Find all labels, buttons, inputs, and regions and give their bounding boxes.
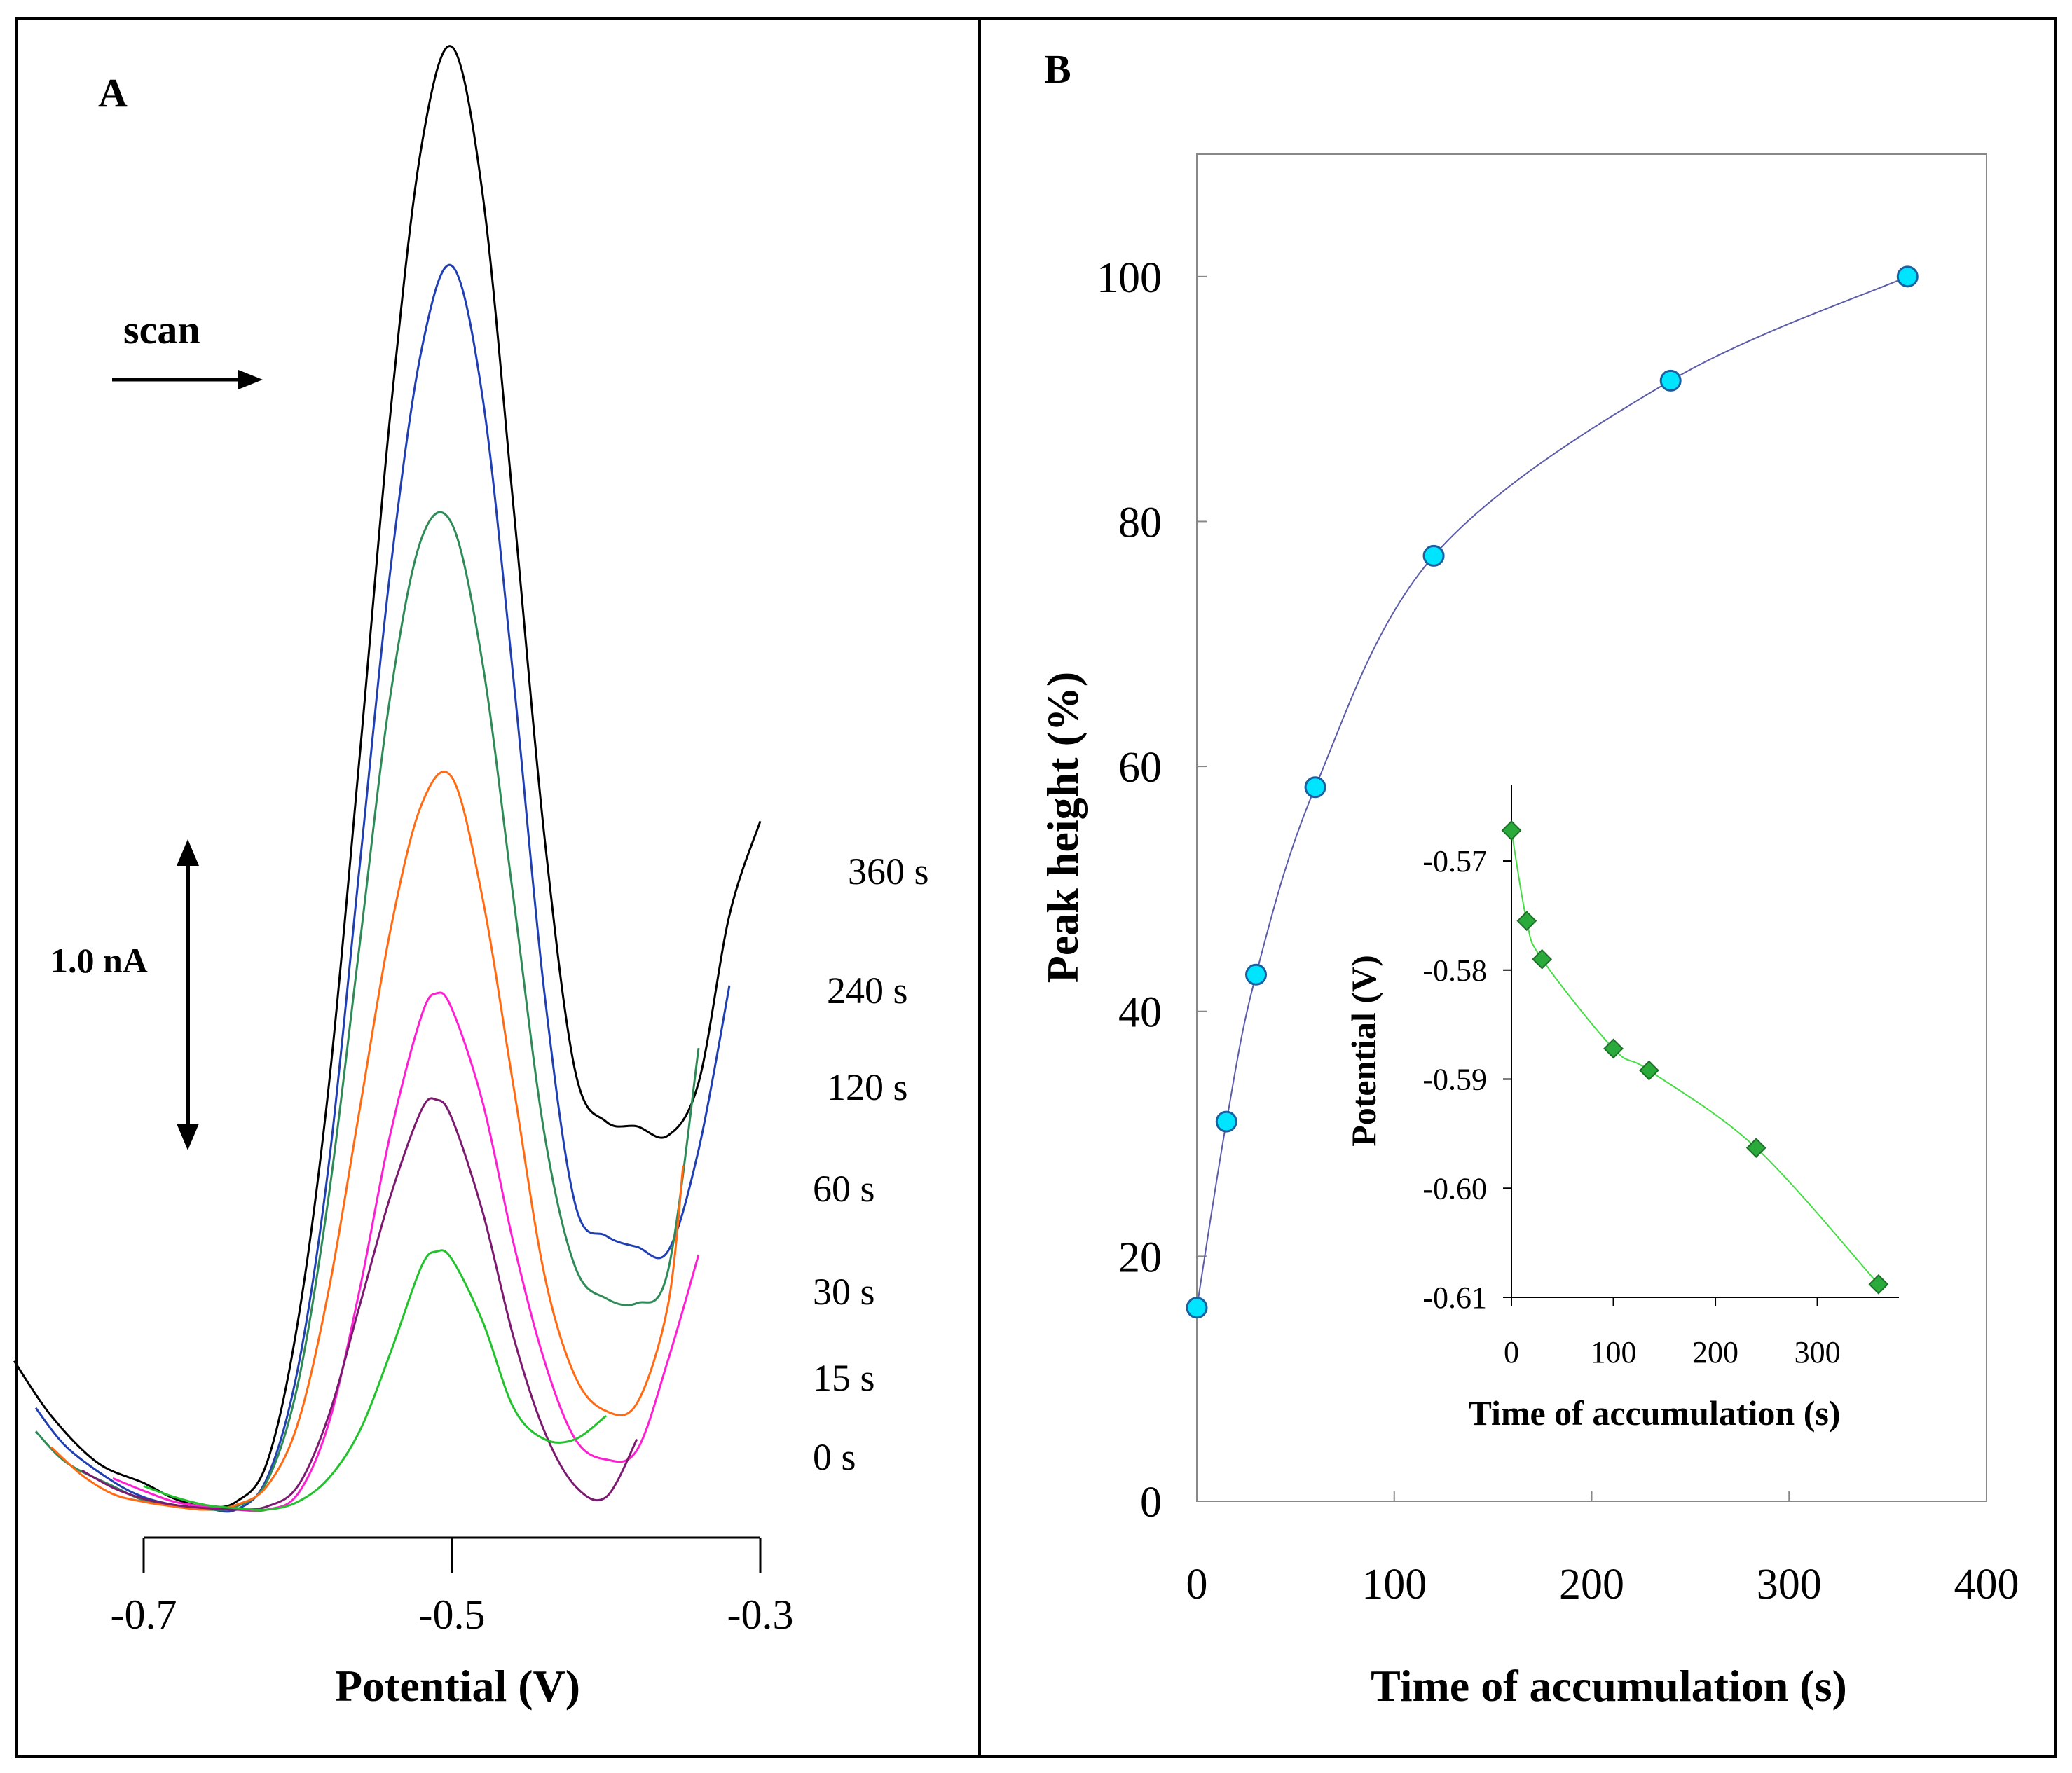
data-point [1422, 544, 1445, 567]
potential-tick-label: -0.7 [111, 1592, 177, 1638]
figure-border [15, 17, 2057, 1758]
inset-data-point [1868, 1274, 1889, 1295]
y-tick-label: 60 [1118, 744, 1162, 792]
inset-y-tick-label: -0.58 [1422, 953, 1487, 988]
scale-bar-label: 1.0 nA [50, 941, 148, 980]
voltammograms [13, 45, 762, 1513]
inset-line [1511, 830, 1879, 1285]
inset-x-tick-label: 0 [1504, 1335, 1519, 1370]
x-axis-title: Time of accumulation (s) [1371, 1661, 1847, 1711]
potential-tick-label: -0.3 [727, 1592, 794, 1638]
data-point [1215, 1110, 1237, 1133]
x-tick-label: 200 [1559, 1561, 1624, 1608]
scan-label: scan [123, 307, 200, 352]
peak-height-line [1196, 275, 1908, 1308]
y-tick-label: 80 [1118, 499, 1162, 546]
time-label: 360 s [848, 850, 929, 892]
panel-b-letter: B [1044, 46, 1071, 92]
panel-b: B 0 100 200 300 400 0 20 40 60 80 100 Time of accu… [1038, 46, 2019, 1711]
inset-y-tick-label: -0.57 [1422, 844, 1487, 878]
data-point [1186, 1297, 1208, 1319]
time-label: 15 s [813, 1357, 875, 1399]
inset-data-point [1516, 911, 1537, 932]
inset-chart: 0 100 200 300 -0.61 -0.60 -0.59 -0.58 -0.57 Time… [1344, 785, 1899, 1433]
time-labels: 360 s 240 s 120 s 60 s 30 s 15 s 0 s [813, 850, 929, 1478]
voltammogram-0s [143, 1249, 607, 1511]
potential-axis: -0.7 -0.5 -0.3 [111, 1536, 794, 1638]
scale-bar-arrow-icon [177, 839, 199, 1150]
peak-height-series [1186, 265, 1919, 1319]
inset-data-point [1501, 820, 1522, 841]
panel-a-letter: A [98, 70, 128, 116]
inset-x-tick-label: 100 [1591, 1335, 1637, 1370]
voltammogram-30s [112, 991, 700, 1512]
inset-y-tick-label: -0.59 [1422, 1063, 1487, 1097]
panel-a: A scan 1.0 nA -0.7 -0.5 -0.3 360 s 240 s 120… [13, 45, 929, 1711]
scan-arrow-icon [112, 370, 263, 389]
potential-tick-label: -0.5 [419, 1592, 486, 1638]
inset-data-point [1639, 1060, 1659, 1081]
inset-series [1501, 820, 1889, 1295]
inset-x-tick-label: 300 [1795, 1335, 1841, 1370]
voltammogram-360s [13, 45, 762, 1508]
x-tick-label: 0 [1186, 1561, 1208, 1608]
voltammogram-15s [81, 1097, 638, 1511]
y-tick-label: 20 [1118, 1234, 1162, 1281]
inset-y-tick-label: -0.61 [1422, 1281, 1487, 1315]
time-label: 30 s [813, 1271, 875, 1313]
time-label: 240 s [827, 970, 908, 1012]
data-point [1245, 963, 1268, 986]
inset-y-tick-label: -0.60 [1422, 1171, 1487, 1206]
x-tick-label: 300 [1757, 1561, 1822, 1608]
y-axis-title: Peak height (%) [1038, 672, 1088, 983]
x-tick-label: 400 [1954, 1561, 2019, 1608]
potential-axis-title: Potential (V) [335, 1661, 580, 1711]
voltammogram-60s [50, 771, 685, 1511]
y-tick-label: 100 [1097, 254, 1162, 302]
time-label: 120 s [827, 1066, 908, 1108]
inset-data-point [1745, 1138, 1766, 1159]
data-point [1896, 265, 1919, 288]
data-point [1659, 369, 1682, 392]
time-label: 0 s [813, 1436, 856, 1478]
main-axes: 0 100 200 300 400 0 20 40 60 80 100 [1097, 254, 2019, 1608]
time-label: 60 s [813, 1168, 875, 1210]
inset-axes: 0 100 200 300 -0.61 -0.60 -0.59 -0.58 -0.57 [1422, 785, 1899, 1370]
x-tick-label: 100 [1361, 1561, 1427, 1608]
inset-y-axis-title: Potential (V) [1344, 955, 1383, 1147]
plot-frame [1196, 153, 1987, 1502]
y-tick-label: 40 [1118, 989, 1162, 1037]
data-point [1304, 776, 1326, 799]
inset-x-tick-label: 200 [1692, 1335, 1738, 1370]
y-tick-label: 0 [1140, 1479, 1162, 1526]
voltammogram-240s [34, 263, 731, 1513]
inset-x-axis-title: Time of accumulation (s) [1469, 1393, 1841, 1433]
inset-data-point [1603, 1038, 1624, 1059]
inset-data-point [1532, 948, 1553, 970]
